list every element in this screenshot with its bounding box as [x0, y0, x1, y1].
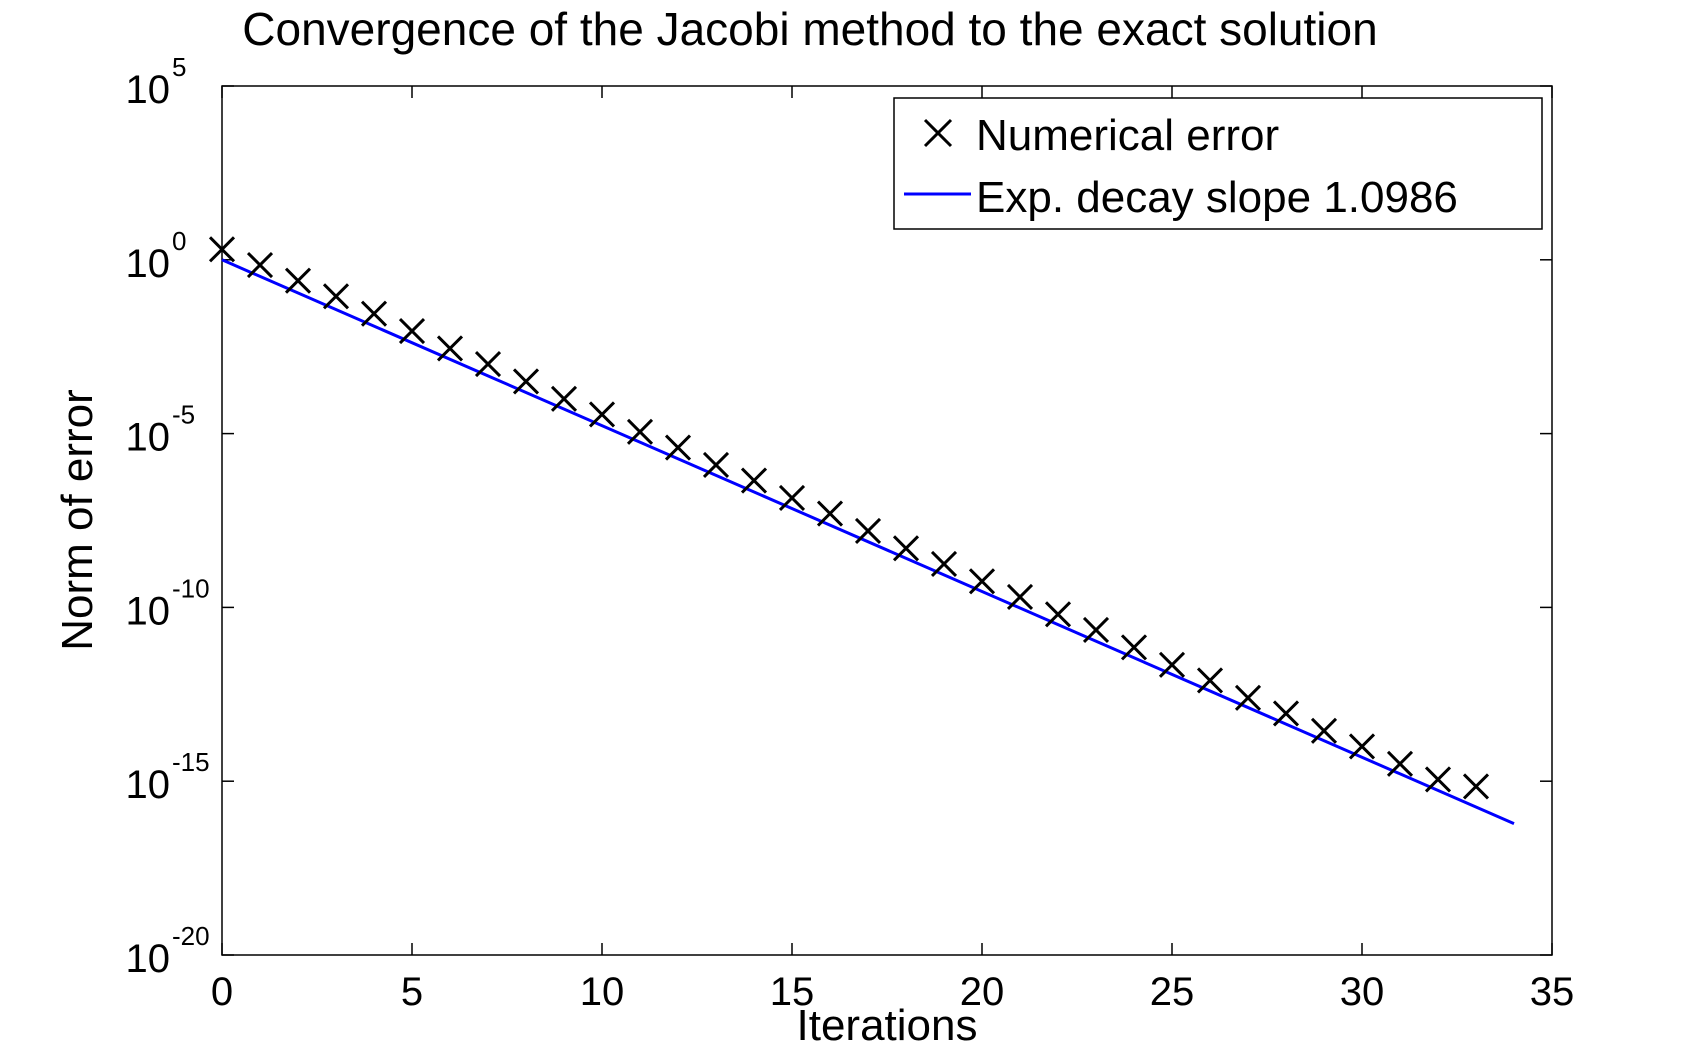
y-tick-label-base: 10 [126, 937, 171, 981]
y-tick-label-exponent: -15 [172, 747, 210, 777]
legend-marker-x-icon [923, 118, 953, 148]
y-tick-label: 10-15 [126, 747, 210, 807]
chart-title: Convergence of the Jacobi method to the … [242, 3, 1377, 55]
data-point-marker [1082, 616, 1110, 644]
x-tick-labels: 0 5 10 15 20 25 30 35 [211, 970, 1574, 1014]
legend: Numerical error Exp. decay slope 1.0986 [893, 97, 1543, 230]
y-tick-label-base: 10 [126, 416, 171, 460]
y-tick-label: 105 [126, 52, 187, 112]
y-tick-label: 10-10 [126, 573, 210, 633]
x-tick-label: 5 [401, 970, 423, 1014]
x-tick-label: 35 [1530, 970, 1575, 1014]
legend-box [893, 97, 1543, 230]
data-point-marker [1234, 684, 1262, 711]
data-point-marker [1272, 700, 1300, 727]
data-point-marker [360, 300, 388, 327]
data-point-marker [1120, 634, 1148, 661]
x-tick-marks [221, 86, 1553, 955]
data-point-marker [474, 351, 502, 378]
y-tick-label-exponent: -10 [172, 573, 210, 603]
x-tick-label: 0 [211, 970, 233, 1014]
data-point-marker [398, 317, 426, 345]
data-point-marker [702, 451, 730, 478]
x-tick-label: 25 [1150, 970, 1195, 1014]
data-point-marker [1386, 750, 1414, 777]
legend-label-exp-decay: Exp. decay slope 1.0986 [976, 173, 1458, 222]
data-point-marker [1424, 766, 1452, 793]
data-point-marker [1310, 717, 1338, 744]
y-tick-label-exponent: 0 [172, 226, 186, 256]
y-tick-label-exponent: -5 [172, 400, 195, 430]
data-point-marker [930, 550, 958, 578]
data-point-marker [854, 517, 882, 544]
x-tick-label: 20 [960, 970, 1005, 1014]
y-tick-label: 10-20 [126, 921, 210, 981]
data-point-marker [778, 484, 806, 511]
data-point-marker [550, 385, 578, 412]
data-point-marker [892, 535, 920, 562]
y-tick-label-base: 10 [126, 242, 171, 286]
x-tick-label: 10 [580, 970, 625, 1014]
data-point-marker [1348, 733, 1376, 760]
data-point-marker [816, 500, 844, 527]
exp-decay-line [221, 258, 1515, 825]
data-point-marker [1462, 773, 1490, 800]
y-tick-label-base: 10 [126, 763, 171, 807]
y-tick-label: 10-5 [126, 400, 196, 460]
data-point-marker [1044, 601, 1072, 628]
y-tick-label: 100 [126, 226, 187, 286]
y-tick-label-exponent: -20 [172, 921, 210, 951]
series-exp-decay-line [221, 258, 1515, 825]
data-point-marker [740, 467, 768, 494]
data-point-marker [626, 418, 654, 445]
legend-label-numerical-error: Numerical error [976, 111, 1279, 160]
data-point-marker [588, 401, 616, 428]
data-point-marker [436, 335, 464, 362]
x-axis-label: Iterations [797, 1001, 978, 1050]
data-point-marker [208, 236, 236, 263]
x-tick-label: 30 [1340, 970, 1385, 1014]
y-tick-label-exponent: 5 [172, 52, 186, 82]
data-point-marker [246, 251, 274, 279]
data-point-marker [284, 267, 312, 294]
data-point-marker [512, 368, 540, 395]
y-tick-label-base: 10 [126, 589, 171, 633]
data-point-marker [664, 434, 692, 461]
series-numerical-error-markers [208, 236, 1490, 800]
data-point-marker [1196, 667, 1224, 694]
y-tick-label-base: 10 [126, 68, 171, 112]
y-axis-label: Norm of error [53, 389, 102, 651]
data-point-marker [1158, 651, 1186, 678]
plot-area-frame [221, 85, 1553, 956]
data-point-marker [322, 283, 350, 310]
x-tick-label: 15 [770, 970, 815, 1014]
data-point-marker [1006, 583, 1034, 611]
data-point-marker [968, 568, 996, 595]
